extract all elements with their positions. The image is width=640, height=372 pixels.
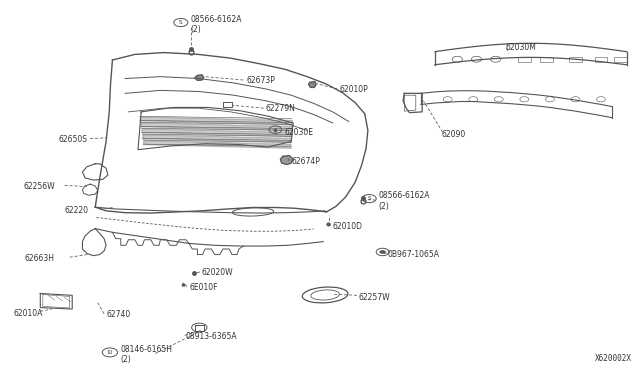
Circle shape [380, 250, 386, 254]
Text: 62010D: 62010D [333, 222, 363, 231]
Text: 62010P: 62010P [339, 85, 368, 94]
Text: 62220: 62220 [65, 206, 88, 215]
Text: 08146-6165H
(2): 08146-6165H (2) [120, 345, 172, 364]
Bar [540, 57, 553, 62]
Text: 62673P: 62673P [246, 76, 275, 85]
Text: 62740: 62740 [106, 310, 131, 319]
Text: S: S [179, 20, 182, 25]
Text: 08913-6365A: 08913-6365A [186, 332, 237, 341]
Polygon shape [308, 81, 316, 87]
Text: 62030E: 62030E [285, 128, 314, 137]
Text: 10: 10 [107, 350, 113, 355]
Text: 08566-6162A
(2): 08566-6162A (2) [379, 191, 430, 211]
Polygon shape [280, 155, 293, 164]
Polygon shape [195, 75, 204, 80]
Text: 62674P: 62674P [291, 157, 320, 166]
Text: 62256W: 62256W [23, 182, 54, 190]
Text: 6E010F: 6E010F [189, 283, 218, 292]
Bar [595, 57, 607, 62]
Text: 62020W: 62020W [202, 268, 234, 277]
Text: 08566-6162A
(2): 08566-6162A (2) [190, 15, 242, 35]
Text: X620002X: X620002X [595, 354, 632, 363]
Text: 62030M: 62030M [505, 42, 536, 51]
Bar [614, 57, 627, 62]
Text: 62090: 62090 [442, 129, 465, 139]
Bar [518, 57, 531, 62]
Text: 62257W: 62257W [358, 293, 390, 302]
Text: 62663H: 62663H [25, 254, 55, 263]
Text: 62650S: 62650S [58, 135, 87, 144]
Bar [569, 57, 582, 62]
Text: S: S [367, 196, 371, 201]
Text: 0B967-1065A: 0B967-1065A [387, 250, 439, 259]
Text: 62279N: 62279N [266, 104, 296, 113]
Text: 62010A: 62010A [13, 310, 43, 318]
